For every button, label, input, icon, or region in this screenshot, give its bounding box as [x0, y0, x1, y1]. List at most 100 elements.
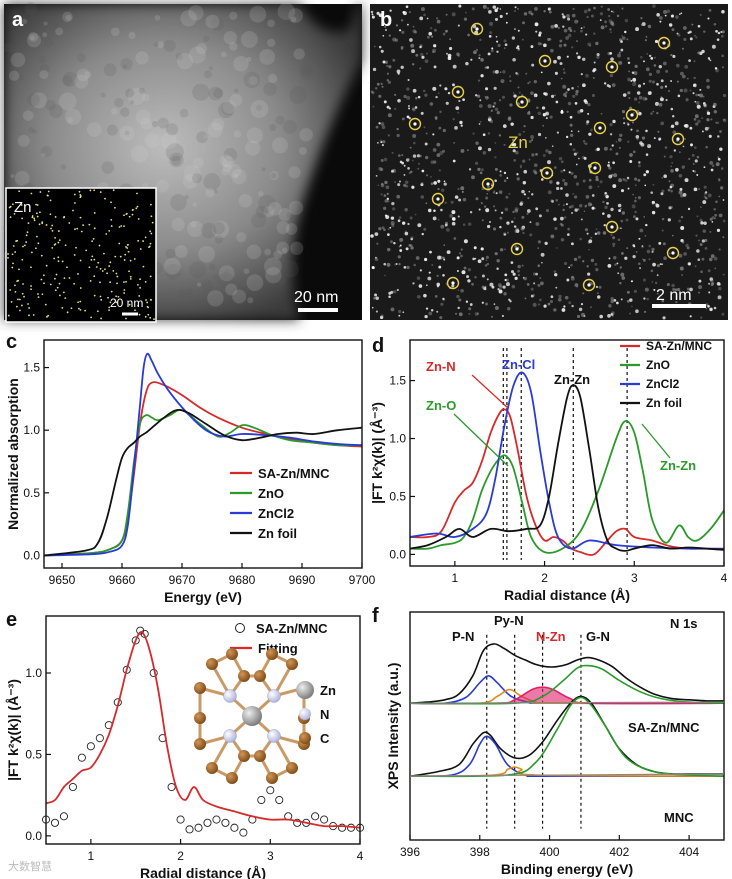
atom-speck: [521, 38, 524, 41]
tem-grain: [10, 52, 26, 68]
tem-grain: [28, 31, 39, 42]
data-point: [131, 636, 140, 645]
single-atom-dot: [543, 59, 547, 63]
atom-speck: [621, 35, 624, 37]
atom-speck: [703, 185, 707, 189]
atom-speck: [576, 314, 581, 319]
atom-speck: [400, 19, 404, 22]
atom-speck: [610, 207, 614, 212]
atom-speck: [547, 160, 552, 165]
atom-speck: [589, 306, 592, 309]
atom-speck: [510, 122, 514, 126]
eds-dot: [28, 314, 30, 317]
atom-speck: [653, 288, 656, 291]
tem-grain: [238, 193, 253, 208]
atom-speck: [500, 79, 505, 84]
plot-frame: [409, 339, 725, 567]
atom-speck: [378, 94, 382, 98]
tem-grain: [222, 156, 235, 169]
atom-speck: [693, 60, 696, 63]
atom-speck: [560, 170, 564, 173]
data-point: [203, 818, 212, 827]
legend-label: ZnO: [646, 358, 670, 372]
single-atom-circle: [605, 220, 619, 234]
atom-speck: [506, 231, 510, 234]
atom-speck: [716, 281, 721, 286]
atom-speck: [632, 244, 635, 247]
atom-speck: [722, 118, 727, 123]
y-tick-label: 1.0: [25, 666, 42, 680]
atom-speck: [554, 24, 558, 28]
atom-speck: [693, 146, 697, 149]
atom-speck: [472, 132, 475, 135]
atom-speck: [620, 40, 623, 43]
atom-speck: [454, 126, 458, 130]
atom-speck: [563, 305, 566, 308]
atom-speck: [651, 281, 654, 283]
tem-grain: [49, 104, 63, 119]
atom-speck: [372, 105, 375, 108]
atom-speck: [704, 196, 708, 200]
atom-speck: [428, 311, 433, 316]
atom-speck: [663, 10, 667, 14]
atom-speck: [392, 290, 397, 294]
atom-speck: [706, 118, 710, 122]
tem-grain: [268, 73, 278, 84]
atom-speck: [580, 27, 583, 30]
atom-speck: [562, 208, 565, 212]
x-tick-label: 4: [357, 849, 364, 863]
atom-speck: [481, 257, 485, 261]
atom-speck: [407, 78, 410, 81]
tem-grain: [263, 205, 275, 217]
atom-speck: [430, 176, 432, 178]
tem-grain: [223, 30, 237, 45]
atom-speck: [530, 115, 534, 120]
atom-speck: [710, 283, 714, 287]
atom-speck: [391, 169, 394, 173]
atom-speck: [432, 48, 437, 53]
eds-dot: [56, 286, 59, 289]
eds-dot: [123, 289, 126, 291]
atom-speck: [399, 244, 402, 247]
atom-speck: [687, 262, 691, 266]
atom-speck: [556, 186, 560, 191]
atom-speck: [679, 266, 684, 271]
eds-dot: [93, 258, 96, 261]
atom-speck: [559, 39, 563, 43]
atom-speck: [494, 107, 499, 112]
tem-grain: [140, 118, 152, 130]
data-point: [122, 665, 131, 674]
atom-speck: [526, 283, 530, 286]
tem-grain: [154, 15, 161, 21]
atom-speck: [604, 205, 608, 209]
atom-speck: [720, 167, 724, 170]
atom-speck: [721, 66, 724, 69]
baseline: [409, 701, 725, 704]
atom-speck: [438, 126, 442, 130]
eds-dot: [23, 295, 25, 298]
eds-dot: [30, 192, 33, 195]
atom-speck: [697, 24, 701, 28]
eds-dot: [110, 225, 113, 227]
tem-grain: [288, 200, 304, 215]
atom-speck: [499, 71, 502, 73]
atom-speck: [478, 54, 481, 57]
atom-speck: [572, 7, 575, 11]
eds-dot: [153, 318, 155, 321]
atom-speck: [631, 71, 635, 74]
atom-speck: [634, 177, 638, 181]
atom-speck: [387, 233, 390, 236]
tem-grain: [41, 146, 53, 158]
atom-speck: [528, 158, 531, 161]
atom-speck: [643, 216, 646, 218]
tem-grain: [299, 147, 307, 155]
atom-speck: [484, 264, 488, 267]
y-tick-label: 0.0: [23, 548, 40, 562]
atom-speck: [586, 15, 589, 19]
eds-dot: [139, 278, 141, 281]
eds-dot: [107, 296, 109, 299]
atom-speck: [531, 153, 535, 157]
atom-speck: [608, 257, 611, 260]
